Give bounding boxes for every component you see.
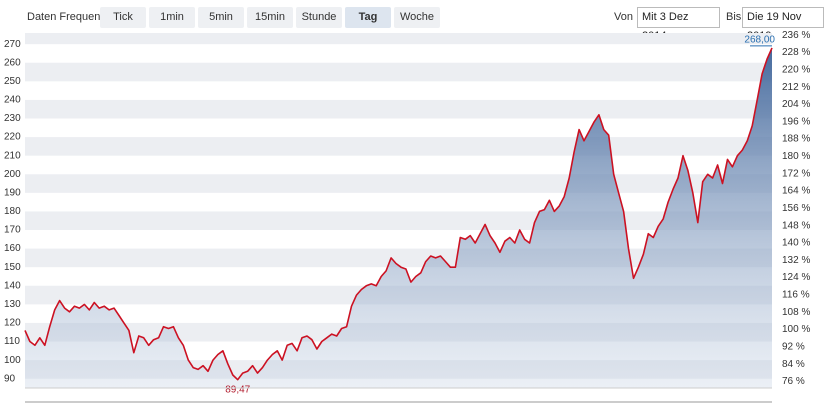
y2-tick-label: 156 % bbox=[782, 203, 810, 214]
from-label: Von bbox=[614, 11, 633, 23]
y-tick-label: 260 bbox=[4, 57, 21, 68]
y-tick-label: 210 bbox=[4, 150, 21, 161]
frequency-button[interactable]: Stunde bbox=[296, 7, 342, 28]
y2-tick-label: 140 % bbox=[782, 238, 810, 249]
y-tick-label: 130 bbox=[4, 299, 21, 310]
y2-tick-label: 180 % bbox=[782, 151, 810, 162]
grid-band bbox=[25, 174, 772, 193]
y-tick-label: 240 bbox=[4, 95, 21, 106]
y2-tick-label: 196 % bbox=[782, 116, 810, 127]
y2-tick-label: 236 % bbox=[782, 30, 810, 41]
grid-band bbox=[25, 99, 772, 119]
y2-tick-label: 92 % bbox=[782, 342, 805, 353]
y-tick-label: 180 bbox=[4, 206, 21, 217]
y-tick-label: 120 bbox=[4, 318, 21, 329]
y-tick-label: 170 bbox=[4, 225, 21, 236]
y2-tick-label: 124 % bbox=[782, 272, 810, 283]
y2-tick-label: 204 % bbox=[782, 99, 810, 110]
grid-band bbox=[25, 137, 772, 156]
y-tick-label: 190 bbox=[4, 187, 21, 198]
y2-tick-label: 132 % bbox=[782, 255, 810, 266]
y2-tick-label: 76 % bbox=[782, 376, 805, 387]
grid-band bbox=[25, 33, 772, 45]
area bbox=[25, 47, 772, 389]
y-tick-label: 200 bbox=[4, 169, 21, 180]
y-tick-label: 90 bbox=[4, 373, 16, 384]
to-label: Bis bbox=[726, 11, 742, 23]
y2-tick-label: 116 % bbox=[782, 290, 810, 301]
frequency-button[interactable]: 1min bbox=[149, 7, 195, 28]
y2-tick-label: 84 % bbox=[782, 359, 805, 370]
y-tick-label: 100 bbox=[4, 355, 21, 366]
y2-tick-label: 212 % bbox=[782, 82, 810, 93]
frequency-label: Daten Frequenz bbox=[27, 11, 106, 23]
grid-band bbox=[25, 62, 772, 82]
y-tick-label: 220 bbox=[4, 132, 21, 143]
frequency-button[interactable]: Woche bbox=[394, 7, 440, 28]
y-tick-label: 110 bbox=[4, 336, 20, 347]
annotation: 89,47 bbox=[225, 384, 250, 395]
y-tick-label: 230 bbox=[4, 113, 21, 124]
y2-tick-label: 148 % bbox=[782, 220, 810, 231]
y-tick-label: 150 bbox=[4, 262, 21, 273]
y-tick-label: 140 bbox=[4, 280, 21, 291]
y2-tick-label: 220 % bbox=[782, 64, 810, 75]
frequency-button[interactable]: Tag bbox=[345, 7, 391, 28]
frequency-button[interactable]: 15min bbox=[247, 7, 293, 28]
y2-tick-label: 188 % bbox=[782, 134, 810, 145]
frequency-button[interactable]: 5min bbox=[198, 7, 244, 28]
line bbox=[24, 47, 773, 381]
annotation: 268,00 bbox=[744, 35, 775, 46]
y2-tick-label: 172 % bbox=[782, 168, 810, 179]
y2-tick-label: 108 % bbox=[782, 307, 810, 318]
y2-tick-label: 228 % bbox=[782, 47, 810, 58]
frequency-button[interactable]: Tick bbox=[100, 7, 146, 28]
y2-tick-label: 164 % bbox=[782, 186, 810, 197]
y-tick-label: 160 bbox=[4, 243, 21, 254]
y2-tick-label: 100 % bbox=[782, 324, 810, 335]
y-tick-label: 270 bbox=[4, 39, 21, 50]
y-tick-label: 250 bbox=[4, 76, 21, 87]
